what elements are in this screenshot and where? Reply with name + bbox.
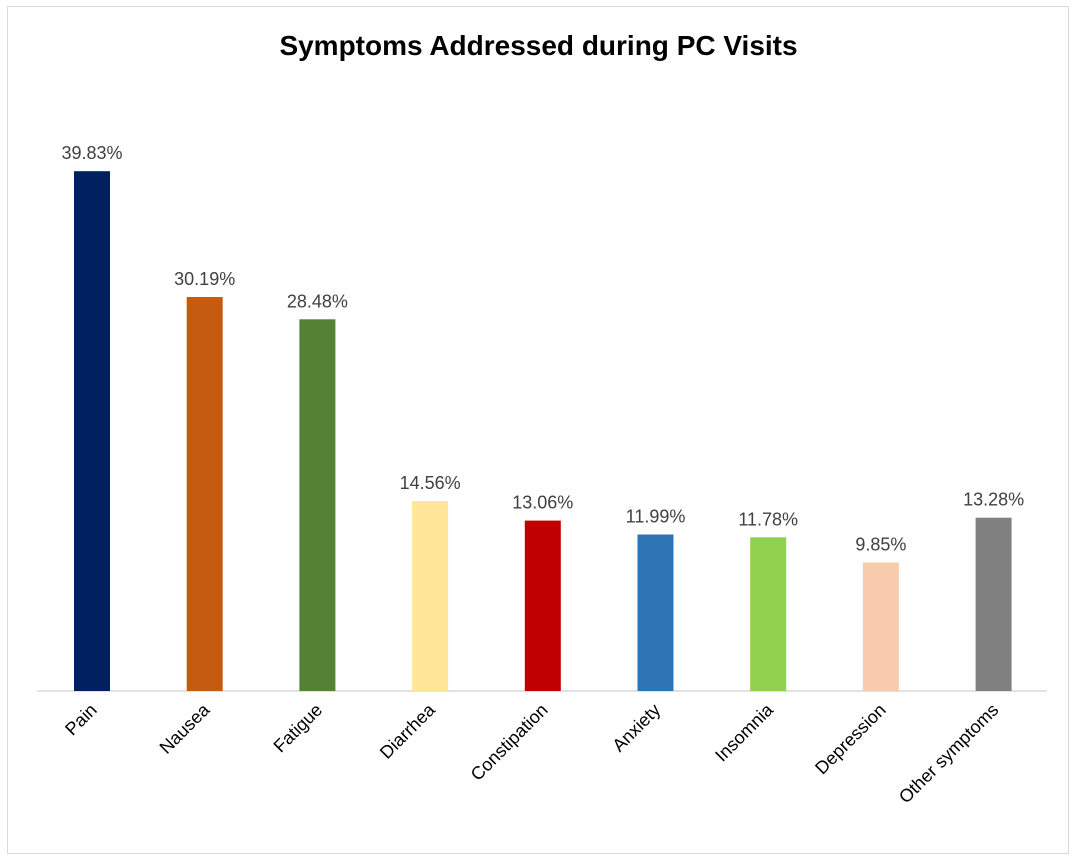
category-label: Other symptoms xyxy=(895,700,1003,808)
bar-anxiety xyxy=(637,534,674,691)
data-label: 11.99% xyxy=(626,507,686,527)
category-label: Depression xyxy=(811,700,890,779)
bar-insomnia xyxy=(750,537,787,691)
category-label: Diarrhea xyxy=(376,699,440,763)
category-label: Insomnia xyxy=(711,699,777,765)
data-label: 28.48% xyxy=(287,291,348,311)
bar-diarrhea xyxy=(412,501,449,691)
data-label: 11.78% xyxy=(738,509,798,529)
category-label: Nausea xyxy=(156,699,215,758)
data-label: 39.83% xyxy=(61,143,122,163)
data-label: 13.28% xyxy=(963,490,1024,510)
bar-nausea xyxy=(186,297,223,691)
category-label: Pain xyxy=(61,700,101,740)
bar-depression xyxy=(862,562,899,691)
chart-title: Symptoms Addressed during PC Visits xyxy=(279,30,798,61)
bar-constipation xyxy=(524,520,561,691)
data-label: 30.19% xyxy=(174,269,235,289)
data-label: 13.06% xyxy=(512,493,573,513)
chart-frame xyxy=(7,6,1069,854)
category-label: Constipation xyxy=(467,700,552,785)
bar-other-symptoms xyxy=(975,517,1012,691)
category-label: Anxiety xyxy=(608,700,664,756)
bar-pain xyxy=(74,171,110,691)
category-label: Fatigue xyxy=(270,700,327,757)
data-label: 14.56% xyxy=(400,473,461,493)
bar-fatigue xyxy=(299,319,336,691)
data-label: 9.85% xyxy=(855,535,906,555)
